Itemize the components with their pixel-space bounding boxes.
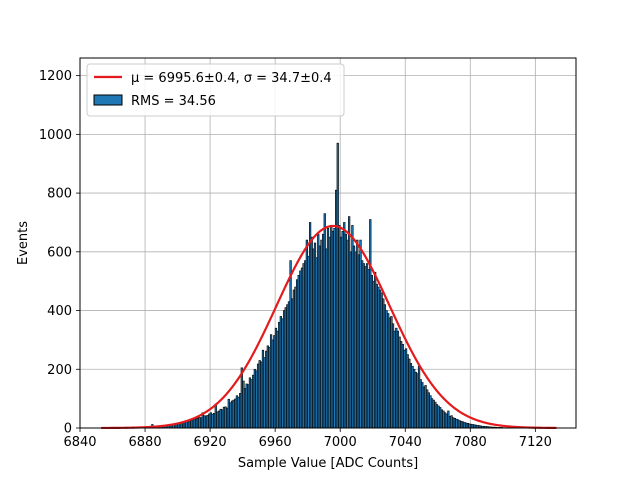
legend-fit-label: μ = 6995.6±0.4, σ = 34.7±0.4 xyxy=(131,71,332,86)
y-tick-label: 1000 xyxy=(39,128,72,143)
legend: μ = 6995.6±0.4, σ = 34.7±0.4 RMS = 34.56 xyxy=(86,63,345,117)
x-tick-label: 6880 xyxy=(129,435,162,450)
y-axis-ticks: 0 200 400 600 800 1000 1200 xyxy=(39,69,80,437)
x-tick-label: 7120 xyxy=(519,435,552,450)
x-tick-label: 6920 xyxy=(194,435,227,450)
x-axis-label: Sample Value [ADC Counts] xyxy=(238,456,418,471)
y-tick-label: 0 xyxy=(64,422,72,437)
plot-frame xyxy=(79,57,577,429)
legend-hist-swatch xyxy=(93,94,123,106)
x-tick-label: 6840 xyxy=(63,435,96,450)
y-tick-label: 600 xyxy=(47,245,72,260)
legend-box xyxy=(86,63,345,117)
y-tick-label: 1200 xyxy=(39,69,72,84)
x-tick-label: 6960 xyxy=(259,435,292,450)
x-tick-label: 7040 xyxy=(389,435,422,450)
y-tick-label: 400 xyxy=(47,304,72,319)
fit-curve xyxy=(101,224,557,430)
x-tick-label: 7000 xyxy=(324,435,357,450)
gaussian-fit-line xyxy=(101,224,557,430)
y-tick-label: 200 xyxy=(47,363,72,378)
y-axis-label: Events xyxy=(16,221,31,265)
y-tick-label: 800 xyxy=(47,187,72,202)
x-tick-label: 7080 xyxy=(454,435,487,450)
legend-hist-label: RMS = 34.56 xyxy=(131,94,216,109)
x-axis-ticks: 6840 6880 6920 6960 7000 7040 7080 7120 xyxy=(63,428,552,450)
